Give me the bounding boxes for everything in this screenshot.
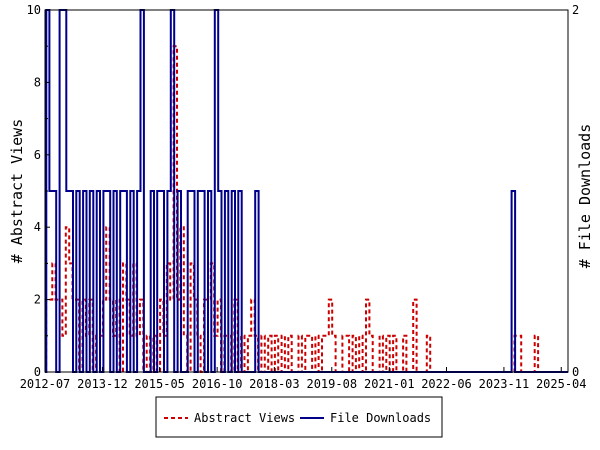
left-tick-label: 8: [34, 75, 41, 89]
x-tick-label: 2013-12: [77, 377, 128, 391]
left-tick-label: 6: [34, 148, 41, 162]
x-axis: 2012-07 2013-12 2015-05 2016-10 2018-03 2019-…: [20, 367, 587, 391]
x-tick-label: 2016-10: [192, 377, 243, 391]
x-tick-label: 2021-01: [364, 377, 415, 391]
x-tick-label: 2018-03: [249, 377, 300, 391]
legend-label-file-downloads: File Downloads: [330, 411, 431, 425]
left-axis: 0 2 4 6 8 10: [27, 3, 50, 379]
left-tick-label: 0: [34, 365, 41, 379]
series-line-abstract-views: [45, 45, 568, 373]
left-tick-label: 4: [34, 220, 41, 234]
right-tick-label: 2: [572, 3, 579, 17]
x-tick-label: 2025-04: [536, 377, 587, 391]
x-tick-label: 2023-11: [479, 377, 530, 391]
right-axis: 02: [563, 3, 579, 379]
right-tick-label: 0: [572, 365, 579, 379]
left-axis-title: # Abstract Views: [8, 119, 26, 264]
x-tick-label: 2012-07: [20, 377, 71, 391]
legend-box: [155, 396, 443, 438]
x-tick-label: 2019-08: [306, 377, 357, 391]
left-tick-label: 2: [34, 293, 41, 307]
left-tick-label: 10: [27, 3, 41, 17]
x-tick-label: 2022-06: [421, 377, 472, 391]
right-axis-title: # File Downloads: [576, 124, 594, 269]
legend: Abstract Views File Downloads: [155, 396, 443, 438]
legend-label-abstract-views: Abstract Views: [194, 411, 295, 425]
x-tick-label: 2015-05: [134, 377, 185, 391]
